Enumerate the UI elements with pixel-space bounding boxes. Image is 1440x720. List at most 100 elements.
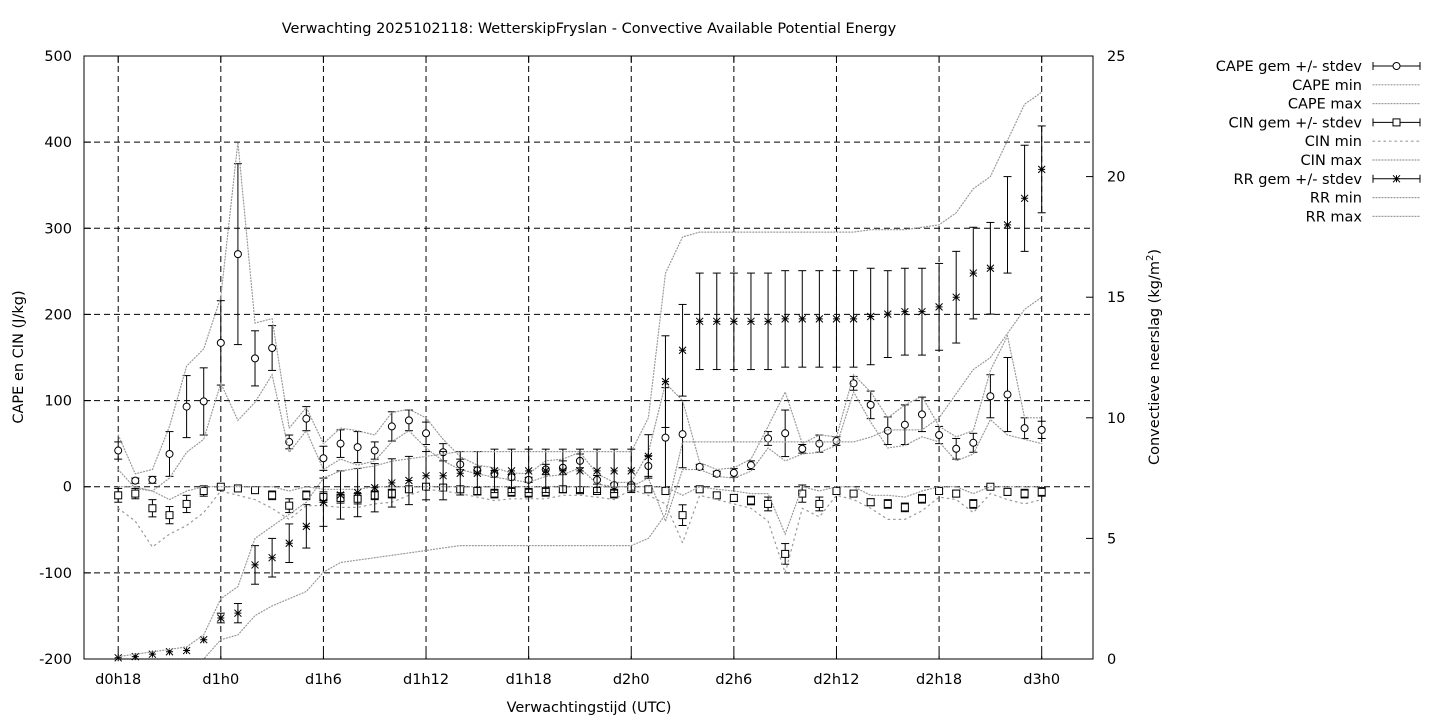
cape-gem-stdev-point [422, 429, 431, 438]
cape-gem-stdev-point [798, 444, 807, 453]
rr-gem-stdev-point [439, 471, 447, 480]
y2-tick-label: 10 [1107, 411, 1125, 427]
rr-gem-stdev-point [1003, 220, 1012, 229]
y-tick-label: 300 [44, 221, 72, 237]
cin-gem-stdev-point [883, 499, 892, 508]
cape-gem-stdev-point [131, 476, 140, 485]
rr-gem-stdev-point [730, 317, 738, 326]
x-tick-label: d1h6 [305, 672, 342, 688]
grid [84, 56, 1093, 659]
cin-gem-stdev-point [268, 491, 277, 500]
rr-gem-stdev-point [507, 467, 516, 475]
y2-tick-label: 0 [1107, 652, 1116, 668]
legend-label: CIN gem +/- stdev [1228, 115, 1362, 131]
cape-gem-stdev-point [404, 416, 413, 425]
legend-label: RR min [1310, 191, 1362, 207]
rr-gem-stdev-point [764, 317, 772, 326]
cin-gem-stdev-point [1037, 487, 1046, 496]
cin-gem-stdev-point [285, 501, 294, 510]
rr-gem-stdev-point [986, 264, 995, 273]
rr-gem-stdev-point [883, 310, 892, 318]
y2-tick-label: 5 [1107, 531, 1116, 547]
rr-gem-stdev-point [901, 307, 909, 316]
y2-axis-label-sup: 2 [1145, 255, 1156, 261]
y-tick-label: -100 [39, 566, 72, 582]
legend: CAPE gem +/- stdev CAPE min CAPE max CIN ge… [1216, 59, 1421, 225]
y2-tick-label: 15 [1107, 290, 1125, 306]
cape-gem-stdev-point [866, 400, 875, 409]
rr-gem-stdev-point [285, 539, 294, 548]
rr-gem-stdev-point [661, 377, 670, 386]
cape-gem-stdev-point [678, 430, 687, 439]
rr-gem-stdev-point [131, 652, 140, 661]
y2-axis-label-tail: ) [1147, 249, 1163, 255]
y2-axis-label-main: Convectieve neerslag (kg/m [1147, 261, 1163, 465]
cape-gem-stdev-point [268, 344, 277, 353]
rr-gem-stdev-point [558, 467, 567, 475]
rr-gem-stdev-point [969, 269, 978, 277]
cin-gem-stdev-point [695, 485, 704, 494]
plot-series [114, 91, 1046, 662]
cape-gem-stdev-point [900, 420, 909, 429]
x-tick-label: d3h0 [1023, 672, 1060, 688]
cin-gem-stdev-point [182, 499, 191, 508]
y-tick-label: 100 [44, 394, 72, 410]
rr-gem-stdev-point [815, 315, 824, 323]
rr-gem-stdev-point [387, 479, 396, 487]
cape-gem-stdev-point [302, 414, 311, 423]
cin-gem-stdev-point [678, 511, 687, 520]
cape-gem-stdev-point [1037, 425, 1046, 434]
rr-gem-stdev-point [849, 315, 858, 323]
cape-gem-stdev-point [336, 439, 345, 448]
legend-label: RR max [1306, 209, 1363, 225]
y2-tick-label: 20 [1107, 170, 1125, 186]
cape-gem-stdev-point [781, 429, 790, 438]
cin-gem-stdev-point [969, 499, 978, 508]
x-tick-label: d2h12 [813, 672, 859, 688]
legend-label: CIN max [1301, 153, 1363, 169]
legend-marker [1392, 174, 1401, 183]
cin-gem-stdev-point [251, 486, 260, 495]
legend-label: CIN min [1305, 134, 1362, 150]
cape-gem-stdev-point [114, 446, 123, 455]
rr-gem-stdev-point [422, 471, 430, 480]
cape-gem-stdev-point [319, 454, 328, 463]
cape-gem-stdev-point [251, 354, 260, 363]
cape-min-line [117, 373, 1043, 523]
cin-gem-stdev-point [849, 489, 858, 498]
rr-gem-stdev-point [251, 561, 259, 569]
x-tick-label: d2h18 [916, 672, 962, 688]
cin-gem-stdev-point [746, 496, 755, 505]
cape-gem-stdev-point [935, 431, 944, 440]
cape-gem-stdev-point [986, 392, 995, 401]
cape-gem-stdev-point [233, 250, 242, 259]
cape-gem-stdev-point [1020, 424, 1029, 433]
plot-frame [83, 55, 1094, 660]
rr-gem-stdev-point [370, 483, 379, 492]
y-tick-label: 200 [44, 307, 72, 323]
rr-gem-stdev-point [199, 635, 208, 644]
y2-axis-label: Convectieve neerslag (kg/m2) [1145, 249, 1163, 465]
cin-gem-stdev-point [644, 485, 653, 494]
rr-gem-stdev-point [165, 647, 174, 656]
rr-gem-stdev-point [302, 522, 311, 531]
x-tick-label: d1h0 [202, 672, 239, 688]
rr-gem-stdev-point [866, 312, 875, 321]
x-tick-label: d2h0 [613, 672, 650, 688]
rr-max-line [117, 91, 1043, 658]
cape-gem-stdev-point [182, 402, 191, 411]
rr-gem-stdev-point [610, 467, 619, 475]
y2-tick-label: 25 [1107, 49, 1125, 65]
rr-gem-stdev-point [182, 646, 191, 655]
rr-gem-stdev-point [319, 498, 328, 507]
rr-gem-stdev-point [695, 317, 704, 326]
cin-gem-stdev-point [798, 489, 807, 498]
cape-gem-stdev-point [746, 461, 755, 470]
axes: -200 -100 0 100 200 300 400 500 0 5 10 15 20 25 d0h18 d… [39, 49, 1125, 688]
rr-gem-stdev-point [353, 488, 362, 497]
cin-gem-stdev-point [661, 487, 670, 496]
cin-gem-stdev-point [729, 493, 738, 502]
legend-label: CAPE min [1292, 78, 1362, 94]
rr-gem-stdev-point [234, 609, 242, 618]
rr-gem-stdev-point [216, 614, 225, 622]
